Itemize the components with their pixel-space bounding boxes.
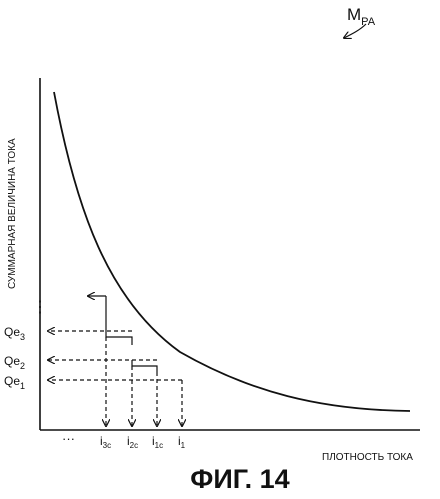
y-axis-label: СУММАРНАЯ ВЕЛИЧИНА ТОКА <box>7 138 18 289</box>
reference-pointer-arrow <box>344 23 367 38</box>
x-axis-label: ПЛОТНОСТЬ ТОКА <box>322 452 413 463</box>
x-point-label-i2c: i2c <box>127 434 138 450</box>
x-point-label-i3c: i3c <box>100 434 111 450</box>
x-ellipsis: ··· <box>62 431 75 446</box>
y-level-label-qe2: Qe2 <box>4 354 25 371</box>
y-level-label-qe1: Qe1 <box>4 374 25 391</box>
y-ellipsis: ⋮ <box>32 299 48 316</box>
step-line-3 <box>105 331 133 345</box>
x-point-label-i1c: i1c <box>152 434 163 450</box>
figure-caption: ФИГ. 14 <box>190 464 289 494</box>
reference-label: MPA <box>347 5 376 28</box>
x-point-label-i1: i1 <box>178 434 186 450</box>
total-current-curve <box>53 91 411 412</box>
y-level-label-qe3: Qe3 <box>4 325 25 342</box>
step-line-2 <box>131 360 158 372</box>
